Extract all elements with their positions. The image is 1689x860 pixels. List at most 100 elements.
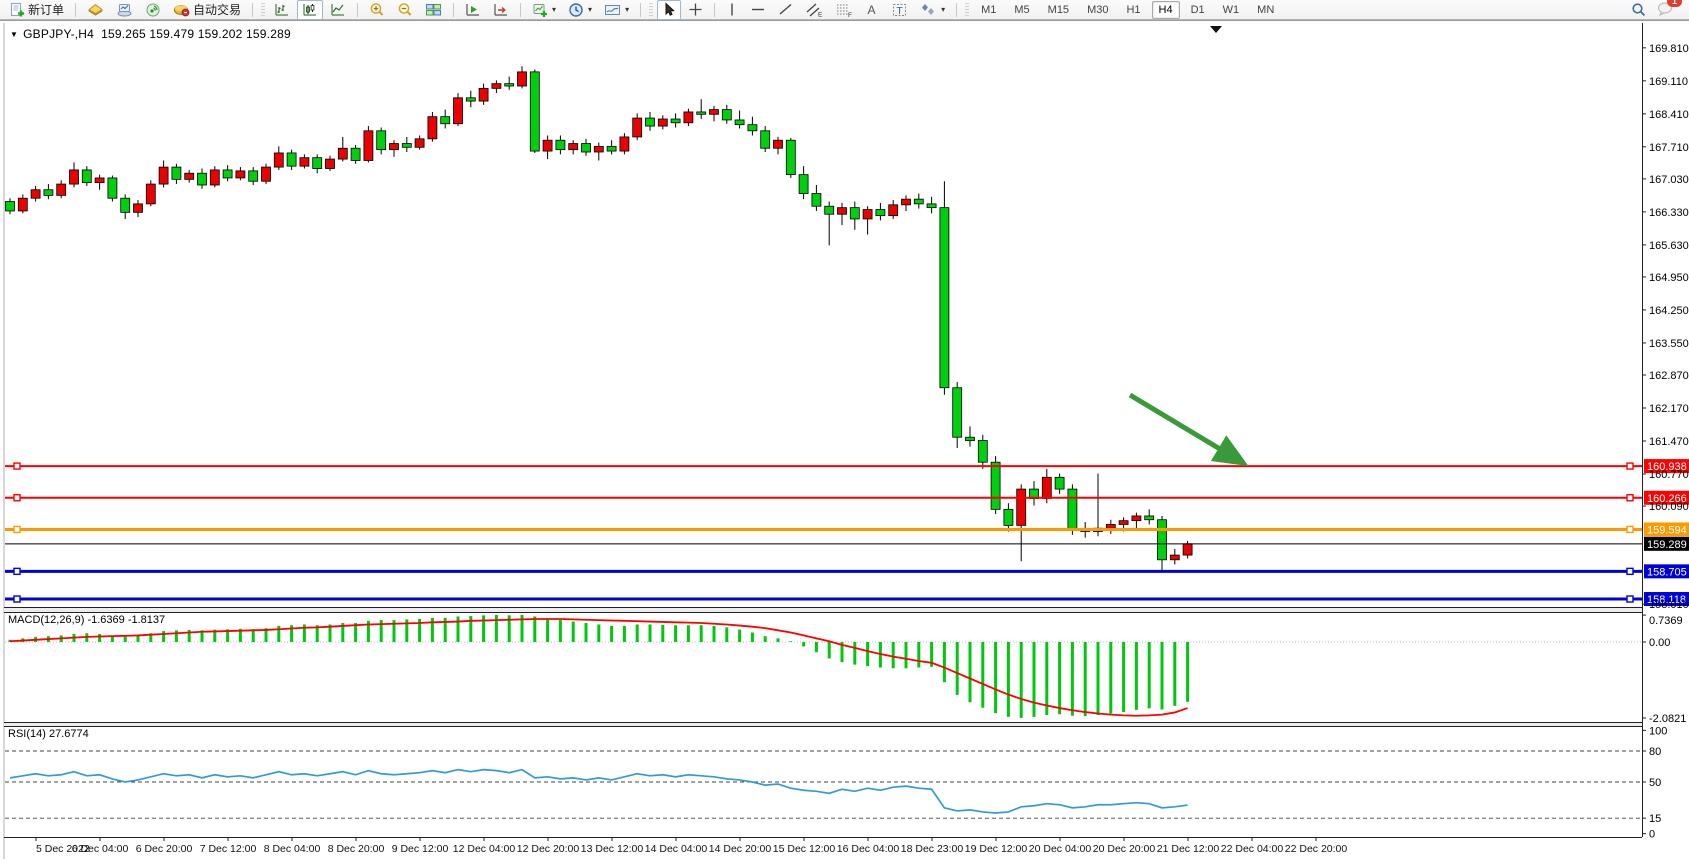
candle: [5, 198, 15, 215]
market-watch-button[interactable]: [82, 0, 109, 20]
price-line-handle[interactable]: [13, 494, 21, 502]
price-line-handle[interactable]: [13, 462, 21, 470]
candle-body: [696, 111, 707, 115]
separator: [453, 2, 455, 17]
price-line-handle[interactable]: [1626, 595, 1634, 603]
candle-body: [248, 170, 259, 182]
candle: [222, 165, 233, 182]
crosshair-button[interactable]: [683, 0, 708, 20]
macd-label: MACD(12,26,9) -1.6369 -1.8137: [8, 614, 166, 626]
price-line-handle[interactable]: [13, 525, 21, 534]
periods-button[interactable]: ▾: [563, 0, 597, 20]
auto-trading-button[interactable]: 自动交易: [168, 0, 246, 20]
axis-tick-label: 169.110: [1649, 76, 1688, 88]
candle: [862, 206, 873, 235]
candle-body: [619, 136, 630, 152]
market-watch-icon: [88, 3, 103, 16]
date-label: 5 Dec 2022: [36, 843, 90, 855]
axis-tick-label: 164.250: [1649, 305, 1689, 317]
timeframe-m1[interactable]: M1: [981, 3, 997, 16]
horizontal-line-button[interactable]: [745, 0, 771, 20]
price-label-box: [1644, 536, 1689, 551]
search-icon[interactable]: [1631, 2, 1647, 18]
trendline-button[interactable]: [773, 0, 798, 20]
candle: [273, 146, 284, 170]
price-line-handle[interactable]: [13, 567, 21, 576]
svg-text:E: E: [818, 11, 823, 18]
cursor-button[interactable]: [657, 0, 682, 20]
candle: [286, 149, 297, 170]
terminal-button[interactable]: [111, 0, 138, 20]
signals-button[interactable]: [140, 0, 166, 20]
timeframe-m30[interactable]: M30: [1087, 3, 1109, 16]
candle: [363, 126, 374, 163]
indicators-button[interactable]: ▾: [527, 0, 561, 20]
candle: [69, 162, 79, 188]
rsi-tick-label: 80: [1649, 746, 1661, 758]
pane-splitter[interactable]: [4, 723, 1642, 726]
candle: [491, 80, 502, 94]
trendline-icon: [779, 3, 792, 15]
trend-arrow-annotation[interactable]: [1128, 392, 1249, 467]
timeframe-m15[interactable]: M15: [1047, 3, 1070, 16]
date-label: 9 Dec 12:00: [392, 843, 449, 855]
candle-body: [632, 117, 643, 138]
candlestick-chart-button[interactable]: [297, 0, 324, 20]
candle-body: [69, 169, 79, 185]
price-line-handle[interactable]: [13, 595, 21, 603]
candle: [939, 181, 950, 395]
vertical-line-button[interactable]: [721, 0, 743, 20]
chart-canvas[interactable]: 160.938 160.266 159.594 159.289 158.705 158.1…: [0, 21, 1689, 860]
candle: [337, 136, 348, 162]
candle-body: [273, 152, 284, 168]
candle: [542, 135, 553, 160]
price-line-handle[interactable]: [1626, 462, 1634, 470]
timeframe-mn[interactable]: MN: [1257, 3, 1275, 16]
periods-icon: [569, 2, 583, 17]
chevron-down-icon[interactable]: ▼: [10, 30, 19, 39]
timeframe-h1[interactable]: H1: [1126, 3, 1141, 16]
axis-tick-label: 164.950: [1649, 272, 1689, 284]
candle: [529, 69, 540, 153]
candle-body: [875, 209, 886, 217]
price-line-handle[interactable]: [1626, 494, 1634, 502]
axis-tick-label: 160.770: [1649, 469, 1689, 481]
timeframe-w1[interactable]: W1: [1222, 3, 1240, 16]
text-label-icon: T: [893, 3, 907, 17]
zoom-out-button[interactable]: [392, 0, 418, 20]
timeframe-h4[interactable]: H4: [1151, 0, 1180, 19]
price-line-handle[interactable]: [1626, 567, 1634, 576]
equidistant-channel-button[interactable]: E: [800, 0, 828, 20]
axis-tick-label: 163.550: [1649, 338, 1689, 350]
chart-background[interactable]: [0, 21, 1689, 860]
candle-body: [888, 204, 899, 217]
templates-button[interactable]: ▾: [599, 0, 634, 20]
timeframe-m5[interactable]: M5: [1014, 3, 1030, 16]
text-button[interactable]: A: [860, 0, 884, 20]
zoom-in-button[interactable]: [364, 0, 390, 20]
candle-body: [363, 130, 374, 161]
fibonacci-button[interactable]: F: [830, 0, 858, 20]
candle: [401, 136, 412, 153]
arrows-button[interactable]: ▾: [915, 0, 950, 20]
pane-splitter[interactable]: [4, 608, 1642, 612]
text-label-button[interactable]: T: [886, 0, 913, 20]
date-label: 16 Dec 04:00: [837, 843, 900, 855]
tile-windows-button[interactable]: [420, 0, 447, 20]
candle: [517, 66, 527, 89]
chart-shift-marker[interactable]: [1210, 26, 1222, 33]
candle-body: [299, 157, 310, 167]
candle-body: [504, 83, 515, 87]
line-chart-button[interactable]: [325, 0, 351, 20]
candle: [1067, 484, 1078, 535]
candle: [453, 93, 463, 127]
candle: [1131, 512, 1142, 530]
chat-button[interactable]: 1: [1657, 0, 1682, 19]
price-label-text: 160.266: [1647, 493, 1687, 505]
bar-chart-button[interactable]: [269, 0, 295, 20]
new-order-button[interactable]: 新订单: [4, 0, 69, 20]
auto-scroll-button[interactable]: [460, 0, 486, 20]
timeframe-d1[interactable]: D1: [1190, 3, 1205, 16]
price-line-handle[interactable]: [1626, 525, 1634, 534]
chart-shift-button[interactable]: [488, 0, 514, 20]
